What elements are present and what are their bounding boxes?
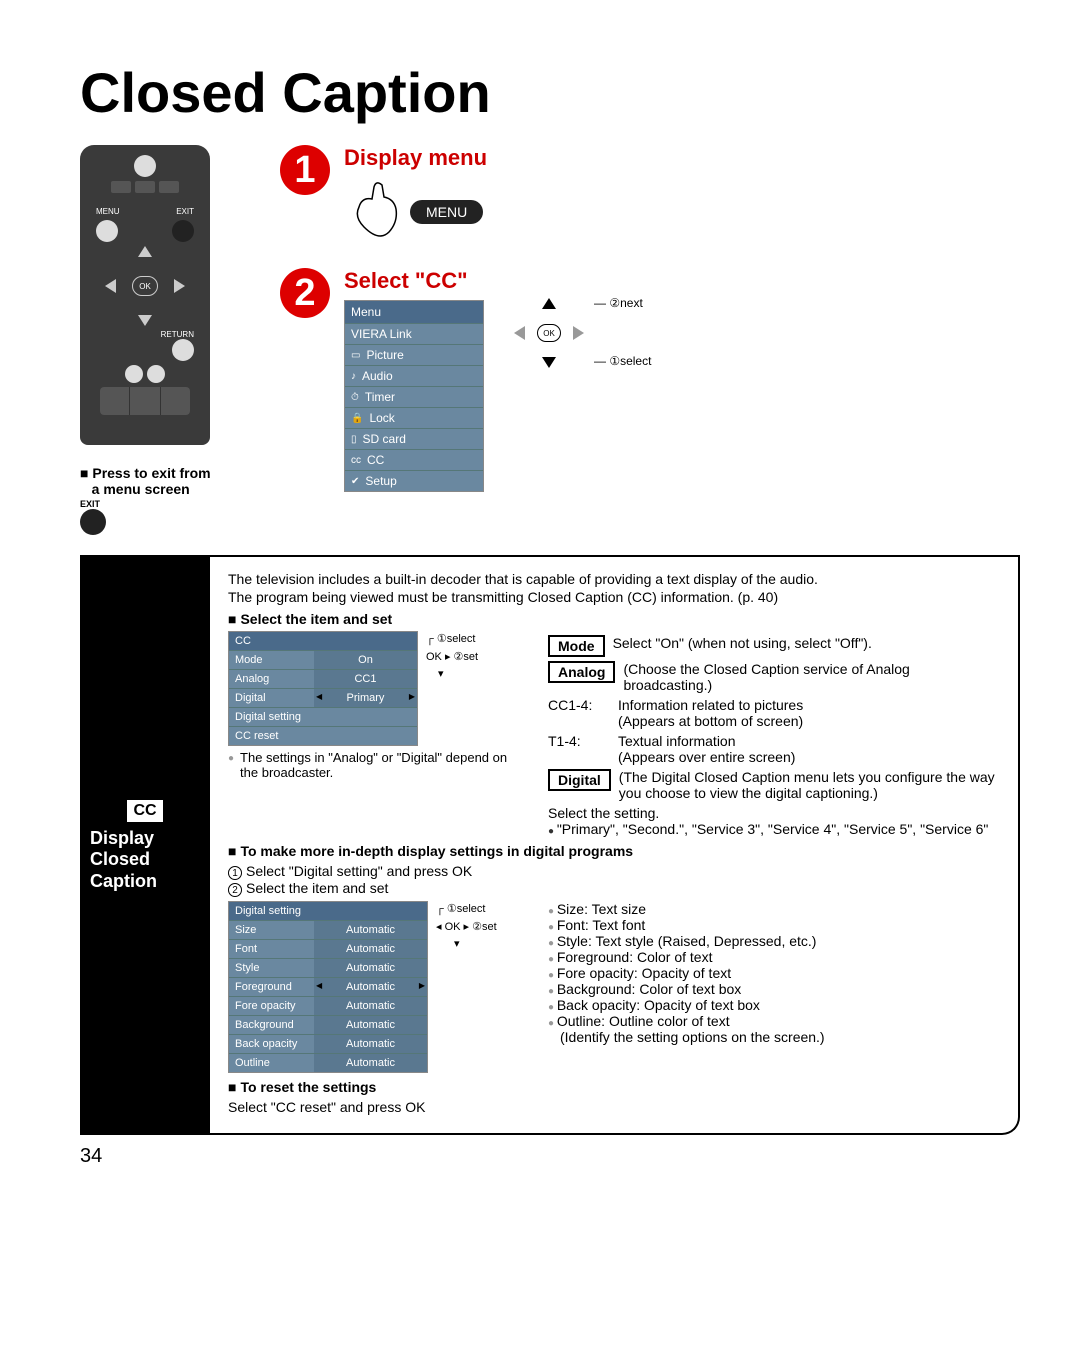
intro-text: The television includes a built-in decod… [228,571,1000,587]
ok-mini-icon: OK [426,651,442,663]
menu-item: ⏱Timer [345,386,483,407]
select-setting-text: Select the setting. [548,805,1000,821]
reset-text: Select "CC reset" and press OK [228,1099,1000,1115]
step-1-badge: 1 [280,145,330,195]
select-label: select [620,354,651,368]
menu-item: ccCC [345,449,483,470]
menu-pill-button: MENU [410,200,483,224]
menu-item: ♪Audio [345,365,483,386]
menu-item: ▯SD card [345,428,483,449]
analog-digital-note: The settings in "Analog" or "Digital" de… [228,750,528,780]
menu-panel-header: Menu [345,301,483,323]
ok-dpad-diagram: OK [514,298,584,368]
analog-box: Analog [548,661,615,683]
remote-menu-label: MENU [96,207,120,216]
next-label: next [620,296,643,310]
intro-text: The program being viewed must be transmi… [228,589,1000,605]
digital-setting-panel: Digital setting SizeAutomatic FontAutoma… [228,901,428,1073]
exit-note: ■ Press to exit from a menu screen EXIT [80,465,260,535]
hand-press-icon [344,177,404,247]
digital-props-list: Size: Text size Font: Text font Style: T… [548,901,1000,1029]
page-title: Closed Caption [80,60,1020,125]
remote-ok-button: OK [132,276,158,296]
menu-item: ▭Picture [345,344,483,365]
menu-item: VIERA Link [345,323,483,344]
ok-mini-icon: OK [445,921,461,933]
step-2-title: Select "CC" [344,268,484,294]
ok-center: OK [537,324,561,342]
select-item-heading: Select the item and set [228,611,1000,627]
services-list: "Primary", "Second.", "Service 3", "Serv… [548,821,1000,837]
lock-icon: 🔒 [351,413,363,424]
mode-box: Mode [548,635,605,657]
menu-panel: Menu VIERA Link ▭Picture ♪Audio ⏱Timer 🔒… [344,300,484,492]
exit-button-icon [80,509,106,535]
menu-item: 🔒Lock [345,407,483,428]
digital-box: Digital [548,769,611,791]
menu-item: ✔Setup [345,470,483,491]
remote-image: MENU EXIT OK RETURN [80,145,210,445]
remote-exit-label: EXIT [176,207,194,216]
reset-heading: To reset the settings [228,1079,1000,1095]
remote-return-label: RETURN [161,330,194,339]
cc-badge: CC [127,800,162,822]
indepth-heading: To make more in-depth display settings i… [228,843,1000,859]
side-label: CC Display Closed Caption [80,557,210,1135]
page-number: 34 [80,1145,1020,1168]
exit-small-label: EXIT [80,499,106,509]
step-1-title: Display menu [344,145,487,171]
identify-note: (Identify the setting options on the scr… [560,1029,1000,1045]
step-2-badge: 2 [280,268,330,318]
cc-settings-panel: CC ModeOn AnalogCC1 DigitalPrimary Digit… [228,631,418,746]
